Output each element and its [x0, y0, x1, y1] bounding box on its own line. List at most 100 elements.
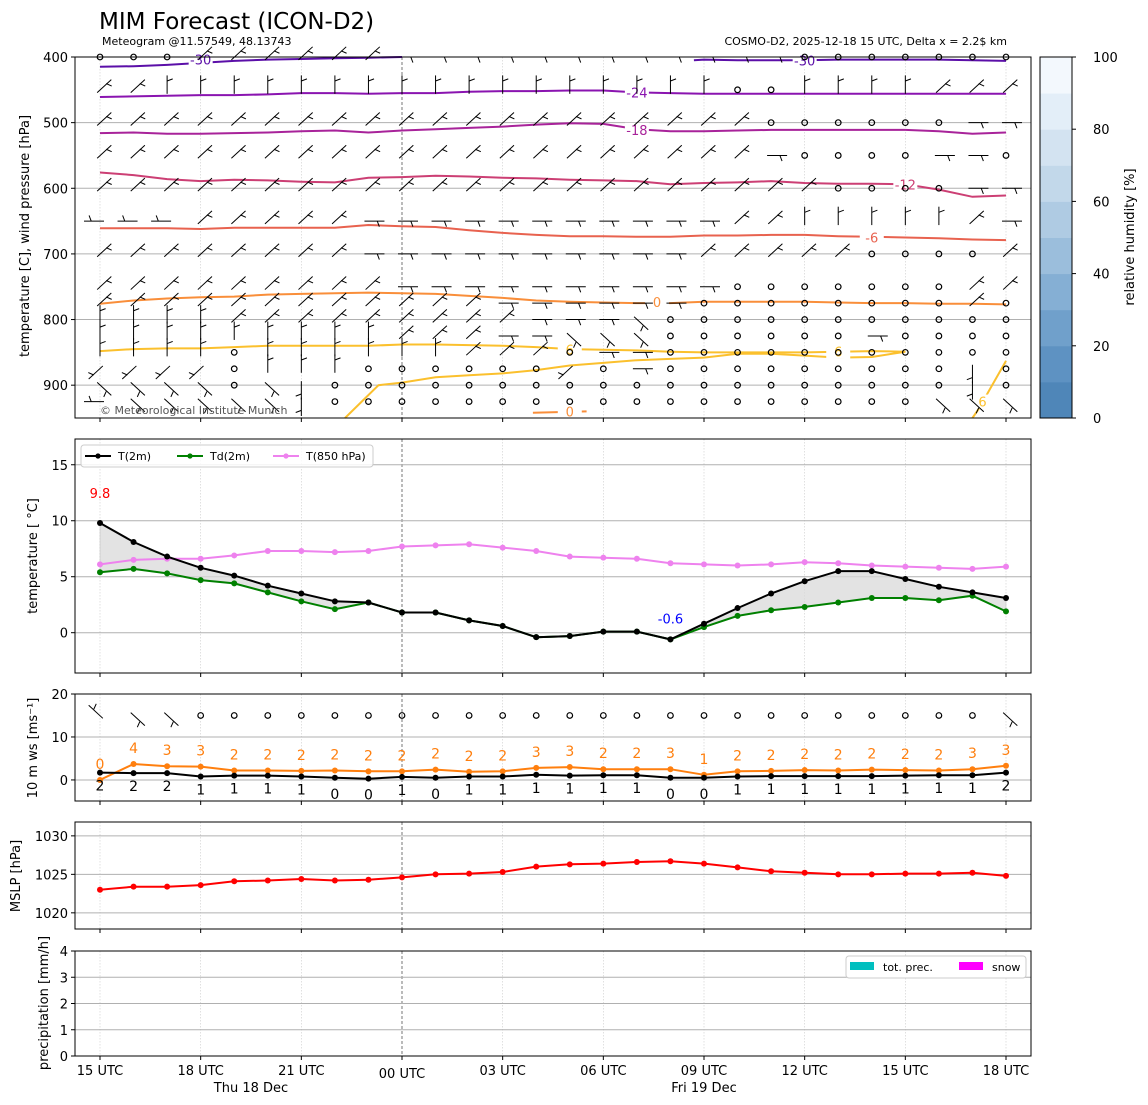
wind-barb — [163, 177, 179, 192]
wind-barb-feather — [307, 280, 314, 284]
wind-barb-feather — [645, 286, 649, 293]
contour-label: -30 — [190, 54, 211, 69]
wind-barb — [633, 144, 649, 159]
wind-barb-calm — [633, 381, 641, 389]
wind-barb-calm — [465, 381, 473, 389]
wind-barb-feather — [871, 209, 878, 213]
wind-barb-feather — [374, 50, 381, 54]
td2m-point — [801, 603, 808, 610]
wind-barb-feather — [271, 391, 275, 398]
wind-barb-feather — [240, 296, 247, 300]
wind-barb — [264, 381, 280, 396]
wind-barb-calm — [532, 381, 540, 389]
contour-label: 6 — [566, 344, 574, 359]
wind-barb-feather — [980, 122, 984, 129]
gust-point — [902, 767, 909, 774]
wind-barb-feather — [200, 340, 207, 345]
wind-barb-feather — [267, 78, 274, 82]
mslp-ylabel: MSLP [hPa] — [9, 840, 24, 912]
wind-barb-calm — [834, 184, 842, 192]
wind-barb-feather — [106, 296, 112, 300]
wind10m-barb-feather — [1009, 721, 1013, 728]
gust-point — [868, 766, 875, 773]
gust-label: 2 — [297, 748, 306, 764]
wind-barb — [96, 381, 112, 396]
gust-label: 2 — [330, 747, 339, 763]
upper-air-ytick-label: 900 — [43, 379, 68, 394]
mslp-point — [868, 871, 875, 878]
wind-barb-feather — [978, 214, 985, 218]
wind-barb-feather — [206, 247, 213, 251]
mslp-point — [667, 858, 674, 865]
wind10m-barb-calm — [331, 712, 339, 719]
wind-barb — [398, 292, 414, 307]
wind-barb-calm — [834, 365, 842, 373]
windspeed-point — [365, 775, 372, 782]
chart-title: MIM Forecast (ICON-D2) — [99, 9, 374, 35]
wind-barb-feather — [441, 312, 448, 317]
wind-frame — [74, 693, 1032, 802]
wind-barb — [465, 341, 481, 356]
mslp-point — [164, 883, 171, 890]
mslp-point — [801, 869, 808, 876]
wind-barb-feather — [544, 335, 548, 342]
windspeed-point — [1003, 769, 1009, 776]
mslp-point — [432, 871, 439, 878]
wind-barb-feather — [173, 280, 180, 284]
wind-barb-feather — [273, 296, 280, 300]
gust-label: 2 — [901, 747, 910, 763]
wind-barb-feather — [475, 181, 482, 185]
colorbar-band — [1040, 165, 1072, 202]
contour-label: 0 — [653, 296, 661, 311]
wind-barb-feather — [1009, 407, 1013, 414]
mslp-point — [566, 861, 573, 868]
wind-barb-feather — [234, 78, 241, 82]
wind-barb-calm — [734, 365, 741, 373]
wind-barb — [465, 308, 481, 323]
t2m-point — [969, 589, 976, 596]
wind-barb — [298, 276, 313, 290]
contour-label: -18 — [626, 124, 647, 139]
wind-barb — [600, 112, 615, 126]
windspeed-label: 1 — [934, 781, 943, 797]
contour-line — [99, 89, 1006, 98]
wind-barb-feather — [443, 220, 447, 227]
wind-barb-feather — [978, 280, 985, 284]
precipitation-ytick-label: 4 — [60, 945, 68, 960]
wind-barb-calm — [734, 299, 741, 307]
t2m-point — [1003, 594, 1009, 601]
t2m-point — [533, 634, 540, 641]
x-tick-label: 18 UTC — [177, 1064, 223, 1079]
windspeed-label: 0 — [666, 787, 675, 803]
wind-barb-feather — [678, 286, 682, 293]
windspeed-point — [801, 773, 808, 780]
td2m-point — [164, 570, 171, 577]
wind-barb — [533, 177, 548, 192]
wind-barb-calm — [901, 184, 909, 192]
wind10m-barb-calm — [834, 712, 842, 719]
mslp-point — [97, 886, 103, 893]
wind-barb-calm — [801, 398, 809, 405]
gust-point — [768, 767, 775, 774]
wind-barb — [231, 243, 246, 258]
wind-barb — [96, 79, 112, 94]
wind-barb-feather — [578, 319, 582, 326]
wind-barb-calm — [700, 365, 708, 373]
wind-barb-feather — [573, 341, 577, 348]
t850-point — [432, 542, 439, 549]
wind-barb-calm — [499, 365, 507, 373]
wind-barb-feather — [273, 214, 280, 218]
wind-barb — [633, 316, 649, 331]
wind-barb-calm — [667, 398, 674, 405]
gust-point — [969, 766, 976, 773]
wind-barb-calm — [901, 152, 909, 159]
wind-barb-calm — [667, 332, 674, 340]
contour-label: 0 — [566, 405, 574, 420]
wind-barb-feather — [340, 148, 347, 153]
wind-barb-calm — [834, 316, 842, 323]
wind-barb-feather — [510, 253, 515, 260]
wind-barb-calm — [700, 398, 708, 405]
wind-barb-feather — [804, 209, 811, 213]
wind-barb-feather — [645, 368, 649, 375]
wind-barb-calm — [801, 381, 809, 389]
